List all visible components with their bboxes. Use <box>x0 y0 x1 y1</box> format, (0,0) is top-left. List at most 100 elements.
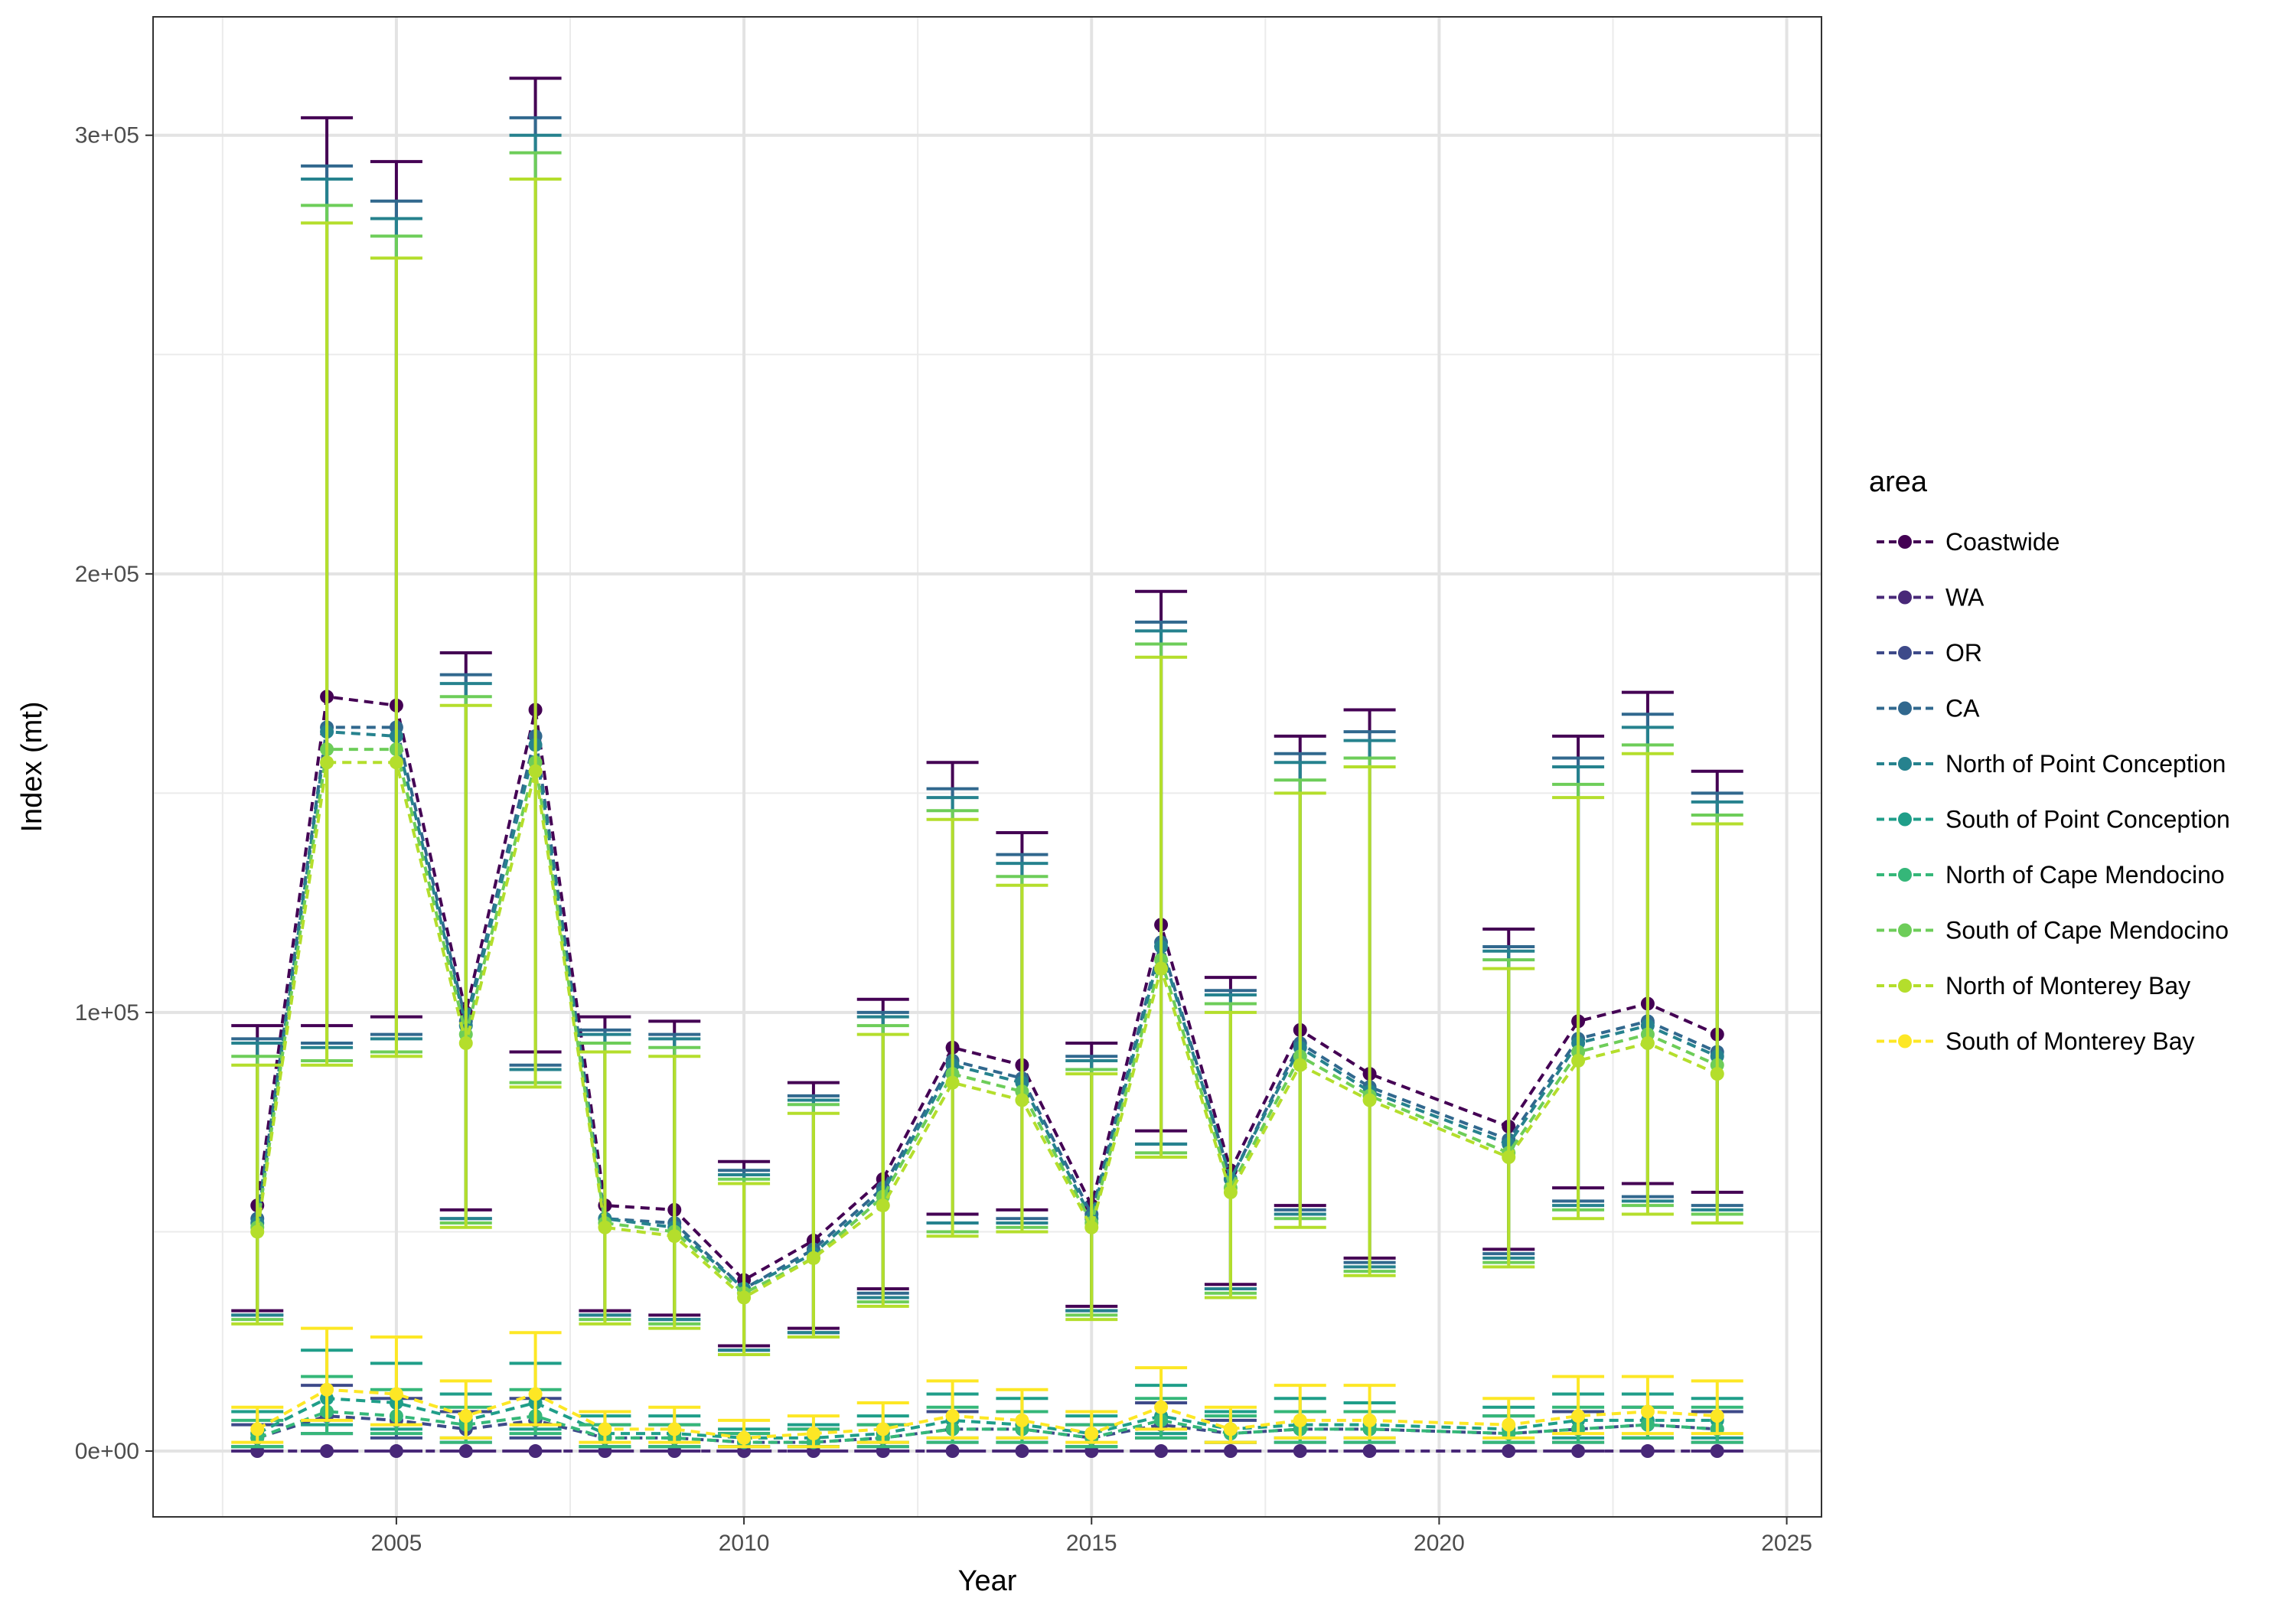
series-line <box>256 1414 1717 1444</box>
panel-border <box>152 16 1822 1518</box>
series-line <box>256 761 1718 1300</box>
data-point <box>1571 1444 1586 1459</box>
data-point <box>458 1036 473 1051</box>
legend-label: North of Cape Mendocino <box>1945 861 2225 889</box>
data-point <box>1223 1185 1238 1199</box>
data-point <box>320 755 334 770</box>
legend-label: OR <box>1945 639 1982 667</box>
y-tick-label: 1e+05 <box>75 1000 139 1026</box>
data-point <box>945 1075 960 1090</box>
legend-item: WA <box>1877 584 1985 611</box>
legend-label: WA <box>1945 584 1985 611</box>
legend-key-point <box>1898 923 1912 938</box>
x-tick-label: 2005 <box>371 1531 422 1556</box>
legend-key-point <box>1898 868 1912 882</box>
legend-label: North of Monterey Bay <box>1945 972 2190 1000</box>
data-point <box>528 764 543 778</box>
legend-label: South of Monterey Bay <box>1945 1028 2195 1055</box>
data-point <box>945 1409 960 1423</box>
data-point <box>1710 1067 1724 1081</box>
data-point <box>1154 1444 1169 1459</box>
legend-item: South of Cape Mendocino <box>1877 917 2229 944</box>
legend-item: North of Monterey Bay <box>1877 972 2190 1000</box>
x-tick-label: 2015 <box>1066 1531 1117 1556</box>
legend-key-point <box>1898 757 1912 771</box>
data-point <box>737 1290 752 1305</box>
data-point <box>389 1444 403 1459</box>
series-layer <box>231 77 1743 1459</box>
data-point <box>1223 1422 1238 1437</box>
data-point <box>528 1387 543 1401</box>
data-point <box>667 1229 682 1244</box>
series-line <box>256 1397 1717 1440</box>
legend-label: Coastwide <box>1945 528 2060 556</box>
x-tick-label: 2010 <box>719 1531 770 1556</box>
legend-item: South of Point Conception <box>1877 806 2230 833</box>
data-point <box>1084 1427 1099 1441</box>
data-point <box>1710 1409 1724 1423</box>
y-tick-label: 3e+05 <box>75 123 139 148</box>
data-point <box>876 1198 890 1213</box>
data-point <box>806 1251 820 1265</box>
data-point <box>1640 1404 1655 1419</box>
data-point <box>1502 1444 1516 1459</box>
legend-key-point <box>1898 812 1912 827</box>
data-point <box>598 1220 612 1234</box>
legend-key-point <box>1898 701 1912 716</box>
legend-label: North of Point Conception <box>1945 750 2226 778</box>
data-point <box>1640 1444 1655 1459</box>
data-point <box>1154 1400 1169 1414</box>
data-point <box>1293 1444 1307 1459</box>
legend-key-point <box>1898 979 1912 993</box>
data-point <box>1502 1417 1516 1432</box>
data-point <box>250 1422 265 1437</box>
data-point <box>1710 1444 1724 1459</box>
data-point <box>1154 961 1169 976</box>
data-point <box>1571 1409 1586 1423</box>
data-point <box>320 1382 334 1397</box>
axes: 2005 2010 2015 2020 2025 0e+00 1e+05 2e+05 3e+05 <box>75 123 1812 1556</box>
data-point <box>945 1444 960 1459</box>
data-point <box>1084 1220 1099 1234</box>
y-tick-label: 0e+00 <box>75 1439 139 1464</box>
data-point <box>737 1430 752 1445</box>
series-line <box>256 695 1718 1283</box>
data-point <box>1362 1444 1377 1459</box>
x-axis-title: Year <box>958 1565 1017 1597</box>
data-point <box>1502 1150 1516 1165</box>
data-point <box>528 1444 543 1459</box>
legend-key-point <box>1898 1034 1912 1048</box>
legend-item: OR <box>1877 639 1982 667</box>
data-point <box>876 1422 890 1437</box>
data-point <box>1571 1053 1586 1068</box>
legend-label: South of Point Conception <box>1945 806 2230 833</box>
data-point <box>1015 1093 1029 1107</box>
data-point <box>1362 1413 1377 1427</box>
data-point <box>1293 1413 1307 1427</box>
data-point <box>458 1409 473 1423</box>
data-point <box>1223 1444 1238 1459</box>
x-tick-label: 2020 <box>1414 1531 1465 1556</box>
data-point <box>1293 1058 1307 1072</box>
data-point <box>1015 1413 1029 1427</box>
series-wa <box>231 1444 1743 1459</box>
data-point <box>250 1225 265 1239</box>
data-point <box>667 1422 682 1437</box>
legend-item: North of Point Conception <box>1877 750 2226 778</box>
y-tick-label: 2e+05 <box>75 562 139 587</box>
data-point <box>458 1444 473 1459</box>
legend: area Coastwide WA OR CA North of Point Conce… <box>1869 466 2230 1055</box>
legend-key-point <box>1898 646 1912 660</box>
data-point <box>806 1427 820 1441</box>
legend-title: area <box>1869 466 1928 498</box>
legend-key-point <box>1898 590 1912 605</box>
series-north-of-monterey-bay <box>231 178 1743 1356</box>
legend-label: CA <box>1945 695 1980 722</box>
series-south-of-monterey-bay <box>231 1326 1743 1449</box>
data-point <box>1362 1093 1377 1107</box>
legend-item: South of Monterey Bay <box>1877 1028 2195 1055</box>
data-point <box>389 755 403 770</box>
